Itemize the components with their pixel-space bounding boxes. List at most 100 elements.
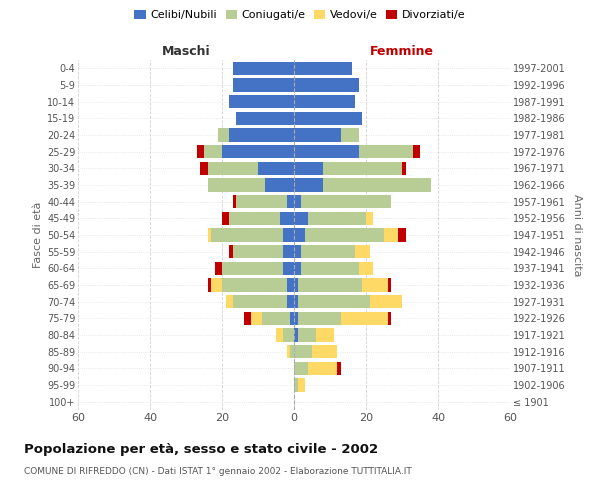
Bar	[236, 112, 294, 125]
Bar	[283, 228, 294, 241]
Bar	[258, 162, 294, 175]
Bar	[298, 378, 305, 392]
Bar	[312, 345, 337, 358]
Text: Popolazione per età, sesso e stato civile - 2002: Popolazione per età, sesso e stato civil…	[24, 442, 378, 456]
Bar	[208, 178, 265, 192]
Bar	[265, 178, 294, 192]
Bar	[290, 312, 294, 325]
Bar	[222, 278, 287, 291]
Bar	[294, 378, 298, 392]
Bar	[251, 312, 262, 325]
Bar	[294, 78, 359, 92]
Bar	[222, 212, 229, 225]
Bar	[308, 362, 337, 375]
Bar	[298, 278, 362, 291]
Bar	[244, 312, 251, 325]
Bar	[298, 295, 370, 308]
Bar	[208, 278, 211, 291]
Bar	[233, 195, 236, 208]
Bar	[208, 228, 211, 241]
Bar	[294, 245, 301, 258]
Bar	[384, 228, 398, 241]
Bar	[298, 312, 341, 325]
Bar	[215, 262, 222, 275]
Bar	[323, 162, 402, 175]
Bar	[294, 328, 298, 342]
Bar	[294, 112, 362, 125]
Bar	[294, 212, 308, 225]
Bar	[276, 328, 283, 342]
Bar	[388, 278, 391, 291]
Text: COMUNE DI RIFREDDO (CN) - Dati ISTAT 1° gennaio 2002 - Elaborazione TUTTITALIA.I: COMUNE DI RIFREDDO (CN) - Dati ISTAT 1° …	[24, 468, 412, 476]
Bar	[359, 145, 413, 158]
Bar	[233, 245, 283, 258]
Bar	[290, 345, 294, 358]
Bar	[283, 262, 294, 275]
Bar	[283, 328, 294, 342]
Bar	[233, 62, 294, 75]
Bar	[301, 262, 359, 275]
Bar	[294, 362, 308, 375]
Bar	[294, 95, 355, 108]
Bar	[226, 295, 233, 308]
Bar	[413, 145, 420, 158]
Bar	[211, 228, 283, 241]
Bar	[197, 145, 204, 158]
Bar	[337, 362, 341, 375]
Bar	[233, 78, 294, 92]
Bar	[366, 212, 373, 225]
Text: Maschi: Maschi	[161, 46, 211, 59]
Bar	[287, 278, 294, 291]
Bar	[294, 162, 323, 175]
Bar	[218, 128, 229, 141]
Bar	[280, 212, 294, 225]
Bar	[323, 178, 431, 192]
Bar	[294, 195, 301, 208]
Bar	[222, 145, 294, 158]
Bar	[316, 328, 334, 342]
Bar	[229, 128, 294, 141]
Bar	[283, 245, 294, 258]
Bar	[287, 345, 290, 358]
Legend: Celibi/Nubili, Coniugati/e, Vedovi/e, Divorziati/e: Celibi/Nubili, Coniugati/e, Vedovi/e, Di…	[130, 6, 470, 25]
Bar	[211, 278, 222, 291]
Bar	[229, 212, 280, 225]
Bar	[298, 328, 316, 342]
Bar	[294, 278, 298, 291]
Bar	[355, 245, 370, 258]
Bar	[287, 195, 294, 208]
Bar	[222, 262, 283, 275]
Bar	[287, 295, 294, 308]
Bar	[294, 345, 312, 358]
Text: Femmine: Femmine	[370, 46, 434, 59]
Bar	[341, 128, 359, 141]
Bar	[294, 262, 301, 275]
Bar	[200, 162, 208, 175]
Bar	[294, 145, 359, 158]
Bar	[388, 312, 391, 325]
Bar	[236, 195, 287, 208]
Bar	[362, 278, 388, 291]
Bar	[294, 62, 352, 75]
Bar	[402, 162, 406, 175]
Bar	[233, 295, 287, 308]
Bar	[359, 262, 373, 275]
Bar	[229, 245, 233, 258]
Bar	[294, 178, 323, 192]
Bar	[294, 295, 298, 308]
Y-axis label: Anni di nascita: Anni di nascita	[572, 194, 583, 276]
Bar	[294, 128, 341, 141]
Bar	[301, 245, 355, 258]
Bar	[370, 295, 402, 308]
Bar	[262, 312, 290, 325]
Bar	[204, 145, 222, 158]
Bar	[229, 95, 294, 108]
Bar	[208, 162, 258, 175]
Y-axis label: Fasce di età: Fasce di età	[32, 202, 43, 268]
Bar	[308, 212, 366, 225]
Bar	[341, 312, 388, 325]
Bar	[294, 312, 298, 325]
Bar	[301, 195, 391, 208]
Bar	[305, 228, 384, 241]
Bar	[398, 228, 406, 241]
